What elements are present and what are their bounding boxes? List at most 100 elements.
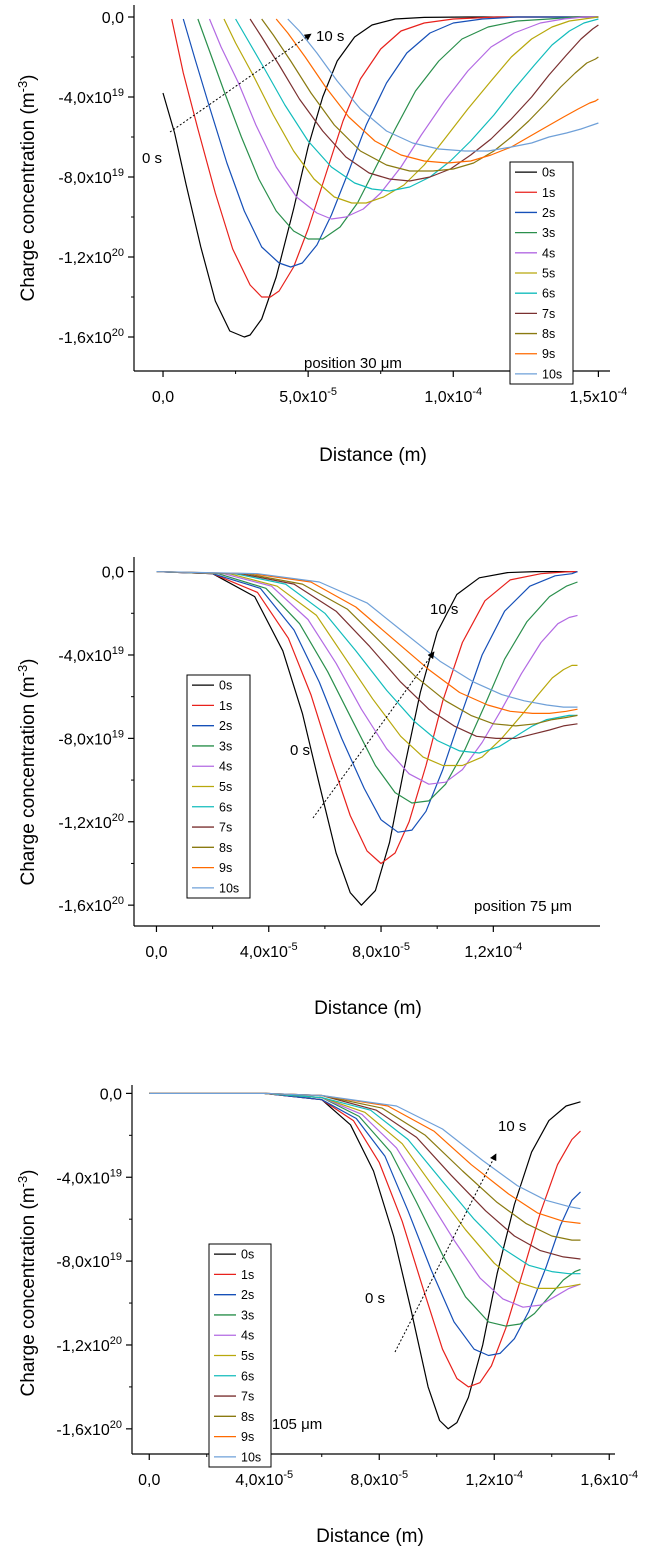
legend-label-7s: 7s [542, 307, 555, 321]
y-tick-label: -1,2x1020 [56, 1335, 122, 1355]
x-tick-label: 8,0x10-5 [350, 1469, 408, 1489]
legend-label-1s: 1s [542, 186, 555, 200]
series-line-10s [287, 18, 599, 152]
series-line-2s [156, 571, 578, 833]
series-line-8s [156, 571, 578, 727]
chart-panel-105um: 0,0 -4,0x1019 -8,0x1019 -1,2x1020 -1,6x1020 0… [0, 1040, 656, 1551]
x-tick-label: 0,0 [138, 1472, 160, 1489]
chart-panel-75um: 0,0 -4,0x1019 -8,0x1019 -1,2x1020 -1,6x1020 0… [0, 520, 656, 1020]
legend-label-8s: 8s [241, 1410, 254, 1424]
legend-label-4s: 4s [219, 760, 232, 774]
x-tick-label: 1,6x10-4 [580, 1469, 638, 1489]
x-tick-label: 4,0x10-5 [235, 1469, 293, 1489]
legend-label-6s: 6s [542, 287, 555, 301]
series-line-5s [223, 16, 599, 204]
legend-label-2s: 2s [219, 719, 232, 733]
legend-label-4s: 4s [542, 246, 555, 260]
legend-label-10s: 10s [542, 367, 562, 381]
series-line-3s [156, 571, 578, 804]
y-tick-label: -1,2x1020 [58, 812, 124, 832]
time-arrow [169, 33, 312, 133]
arrow-end-label: 10 s [430, 601, 458, 618]
y-tick-label: -1,6x1020 [58, 895, 124, 915]
y-tick-label: -8,0x1019 [56, 1251, 122, 1271]
y-tick-label: -1,2x1020 [58, 247, 124, 267]
legend-label-1s: 1s [219, 699, 232, 713]
series-line-0s [156, 570, 578, 906]
x-tick-label: 1,2x10-4 [464, 941, 522, 961]
y-tick-label: -8,0x1019 [58, 728, 124, 748]
chart-panel-30um: 0,0 -4,0x1019 -8,0x1019 -1,2x1020 -1,6x1020 0… [0, 0, 656, 500]
legend-label-1s: 1s [241, 1268, 254, 1282]
series-line-1s [171, 16, 599, 298]
series-line-10s [156, 571, 578, 708]
x-tick-label: 8,0x10-5 [352, 941, 410, 961]
series-line-4s [208, 16, 599, 220]
legend-label-0s: 0s [219, 679, 232, 693]
y-tick-label: 0,0 [102, 10, 124, 27]
x-tick-label: 1,0x10-4 [424, 386, 482, 406]
series-line-7s [249, 18, 599, 182]
legend-label-10s: 10s [241, 1450, 261, 1464]
legend-label-9s: 9s [219, 861, 232, 875]
legend-label-7s: 7s [241, 1390, 254, 1404]
series-line-9s [275, 18, 599, 164]
x-axis-title: Distance (m) [316, 1526, 424, 1547]
y-tick-label: 0,0 [100, 1086, 122, 1103]
y-axis-title: Charge concentration (m-3) [15, 1170, 39, 1397]
legend-label-0s: 0s [241, 1248, 254, 1262]
series-line-6s [156, 571, 578, 754]
series-line-0s [149, 1092, 581, 1430]
series-line-2s [182, 16, 599, 268]
y-tick-label: 0,0 [102, 565, 124, 582]
y-axis-title: Charge concentration (m-3) [15, 659, 39, 886]
y-axis-title: Charge concentration (m-3) [15, 75, 39, 302]
chart-75um: 0,0 -4,0x1019 -8,0x1019 -1,2x1020 -1,6x1020 0… [15, 557, 600, 1019]
y-tick-label: -1,6x1020 [58, 327, 124, 347]
position-annotation: position 75 μm [474, 898, 572, 915]
series-line-6s [235, 18, 599, 192]
y-tick-label: -4,0x1019 [56, 1167, 122, 1187]
series-line-0s [162, 16, 599, 338]
legend-label-5s: 5s [241, 1349, 254, 1363]
x-axis-title: Distance (m) [314, 998, 422, 1019]
legend-label-4s: 4s [241, 1329, 254, 1343]
y-tick-label: -4,0x1019 [58, 645, 124, 665]
series-line-6s [149, 1092, 581, 1275]
legend-label-10s: 10s [219, 881, 239, 895]
legend-label-0s: 0s [542, 166, 555, 180]
arrow-end-label: 10 s [316, 28, 344, 45]
series-line-4s [156, 571, 578, 785]
time-arrow [394, 1153, 497, 1353]
arrow-start-label: 0 s [290, 742, 310, 759]
series-line-5s [156, 571, 578, 767]
legend-label-9s: 9s [542, 347, 555, 361]
series-line-1s [149, 1092, 581, 1388]
x-tick-label: 0,0 [145, 944, 167, 961]
y-tick-label: -8,0x1019 [58, 167, 124, 187]
series-line-9s [156, 571, 578, 714]
arrow-start-label: 0 s [142, 150, 162, 167]
y-tick-label: -1,6x1020 [56, 1419, 122, 1439]
x-tick-label: 1,2x10-4 [465, 1469, 523, 1489]
legend-label-6s: 6s [241, 1369, 254, 1383]
series-line-8s [149, 1092, 581, 1241]
legend-label-3s: 3s [219, 739, 232, 753]
position-annotation: position 30 μm [304, 355, 402, 372]
legend-label-3s: 3s [542, 226, 555, 240]
legend-label-8s: 8s [542, 327, 555, 341]
series-line-7s [156, 571, 578, 739]
legend-label-5s: 5s [219, 780, 232, 794]
x-tick-label: 5,0x10-5 [279, 386, 337, 406]
legend-label-7s: 7s [219, 821, 232, 835]
legend-label-2s: 2s [542, 206, 555, 220]
series-line-8s [261, 18, 599, 172]
x-tick-label: 0,0 [152, 389, 174, 406]
series-line-10s [149, 1092, 581, 1210]
arrow-start-label: 0 s [365, 1290, 385, 1307]
legend-label-3s: 3s [241, 1308, 254, 1322]
legend-label-6s: 6s [219, 800, 232, 814]
legend-label-2s: 2s [241, 1288, 254, 1302]
legend-label-9s: 9s [241, 1430, 254, 1444]
x-tick-label: 1,5x10-4 [569, 386, 627, 406]
